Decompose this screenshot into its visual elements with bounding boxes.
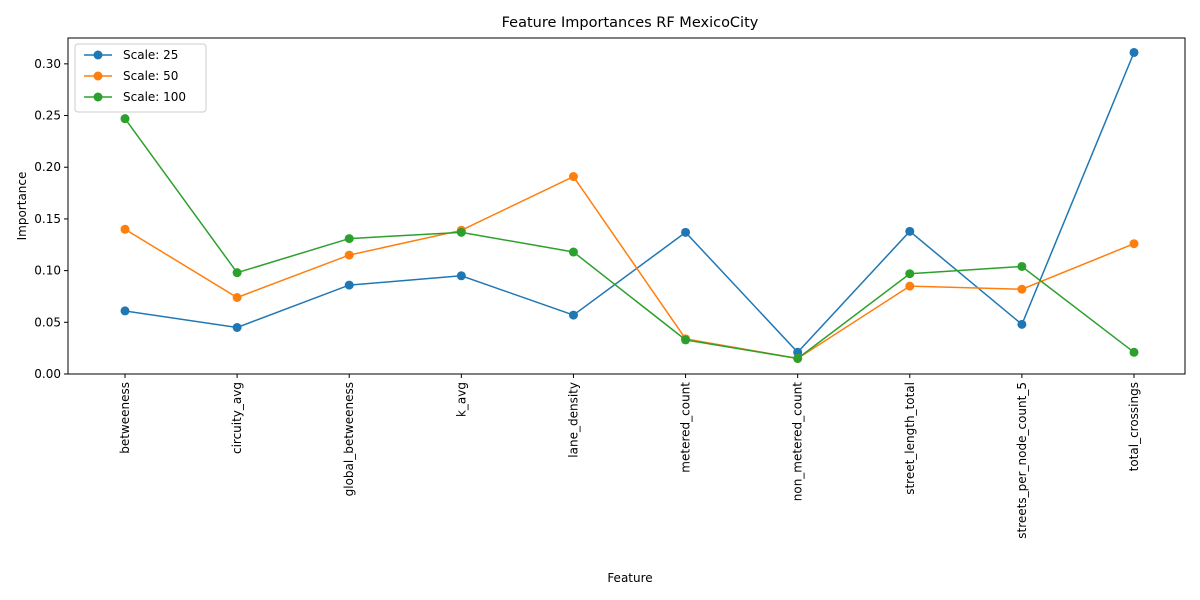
data-point bbox=[681, 335, 691, 345]
y-tick-label: 0.05 bbox=[34, 315, 61, 329]
legend-swatch-marker bbox=[93, 50, 103, 60]
y-tick-label: 0.30 bbox=[34, 57, 61, 71]
y-tick-label: 0.10 bbox=[34, 264, 61, 278]
plot-area-frame bbox=[67, 37, 1186, 375]
data-point bbox=[793, 353, 803, 363]
legend-item: Scale: 25 bbox=[84, 48, 178, 62]
legend-swatch-marker bbox=[93, 71, 103, 81]
data-point bbox=[568, 247, 578, 257]
legend-item: Scale: 100 bbox=[84, 90, 186, 104]
data-point bbox=[1017, 284, 1027, 294]
legend-frame bbox=[74, 43, 207, 113]
x-tick-label: streets_per_node_count_5 bbox=[1015, 382, 1029, 539]
data-point bbox=[456, 271, 466, 281]
x-tick-label: k_avg bbox=[454, 382, 468, 417]
chart-title: Feature Importances RF MexicoCity bbox=[502, 15, 759, 31]
data-point bbox=[232, 268, 242, 278]
series-1 bbox=[120, 47, 1139, 357]
data-point bbox=[456, 227, 466, 237]
x-tick-label: lane_density bbox=[566, 382, 580, 458]
data-point bbox=[1129, 239, 1139, 249]
legend-item: Scale: 50 bbox=[84, 69, 178, 83]
data-point bbox=[793, 347, 803, 357]
data-point bbox=[344, 250, 354, 260]
y-axis: 0.00 0.05 0.10 0.15 0.20 0.25 0.30 bbox=[34, 57, 68, 381]
data-point bbox=[1017, 261, 1027, 271]
data-point bbox=[1129, 347, 1139, 357]
x-axis: betweeness circuity_avg global_betweeness k… bbox=[118, 374, 1141, 539]
legend: Scale: 25 Scale: 50 Scale: 100 bbox=[74, 43, 207, 113]
data-point bbox=[905, 226, 915, 236]
x-tick-label: global_betweeness bbox=[342, 382, 356, 496]
series-2 bbox=[120, 172, 1139, 363]
series-3 bbox=[120, 114, 1139, 363]
data-point bbox=[905, 281, 915, 291]
y-tick-label: 0.20 bbox=[34, 160, 61, 174]
y-tick-label: 0.15 bbox=[34, 212, 61, 226]
data-point bbox=[681, 227, 691, 237]
data-point bbox=[232, 322, 242, 332]
legend-label: Scale: 50 bbox=[123, 69, 178, 83]
x-tick-label: metered_count bbox=[679, 382, 693, 473]
data-point bbox=[568, 172, 578, 182]
legend-label: Scale: 25 bbox=[123, 48, 178, 62]
data-point bbox=[120, 114, 130, 124]
data-point bbox=[120, 224, 130, 234]
y-tick-label: 0.00 bbox=[34, 367, 61, 381]
x-tick-label: non_metered_count bbox=[791, 382, 805, 502]
data-point bbox=[344, 280, 354, 290]
y-tick-label: 0.25 bbox=[34, 109, 61, 123]
series-line bbox=[124, 118, 1135, 360]
y-axis-label: Importance bbox=[15, 172, 29, 241]
data-point bbox=[905, 269, 915, 279]
x-tick-label: street_length_total bbox=[903, 382, 917, 495]
data-point bbox=[120, 306, 130, 316]
series-line bbox=[124, 52, 1135, 354]
x-tick-label: circuity_avg bbox=[230, 382, 244, 454]
data-point bbox=[568, 310, 578, 320]
data-point bbox=[1129, 47, 1139, 57]
legend-swatch-marker bbox=[93, 92, 103, 102]
x-tick-label: betweeness bbox=[118, 382, 132, 454]
x-axis-label: Feature bbox=[607, 571, 652, 585]
x-tick-label: total_crossings bbox=[1127, 382, 1141, 471]
series-layer bbox=[120, 47, 1139, 363]
data-point bbox=[1017, 319, 1027, 329]
data-point bbox=[232, 292, 242, 302]
legend-label: Scale: 100 bbox=[123, 90, 186, 104]
data-point bbox=[344, 234, 354, 244]
series-line bbox=[124, 175, 1135, 360]
